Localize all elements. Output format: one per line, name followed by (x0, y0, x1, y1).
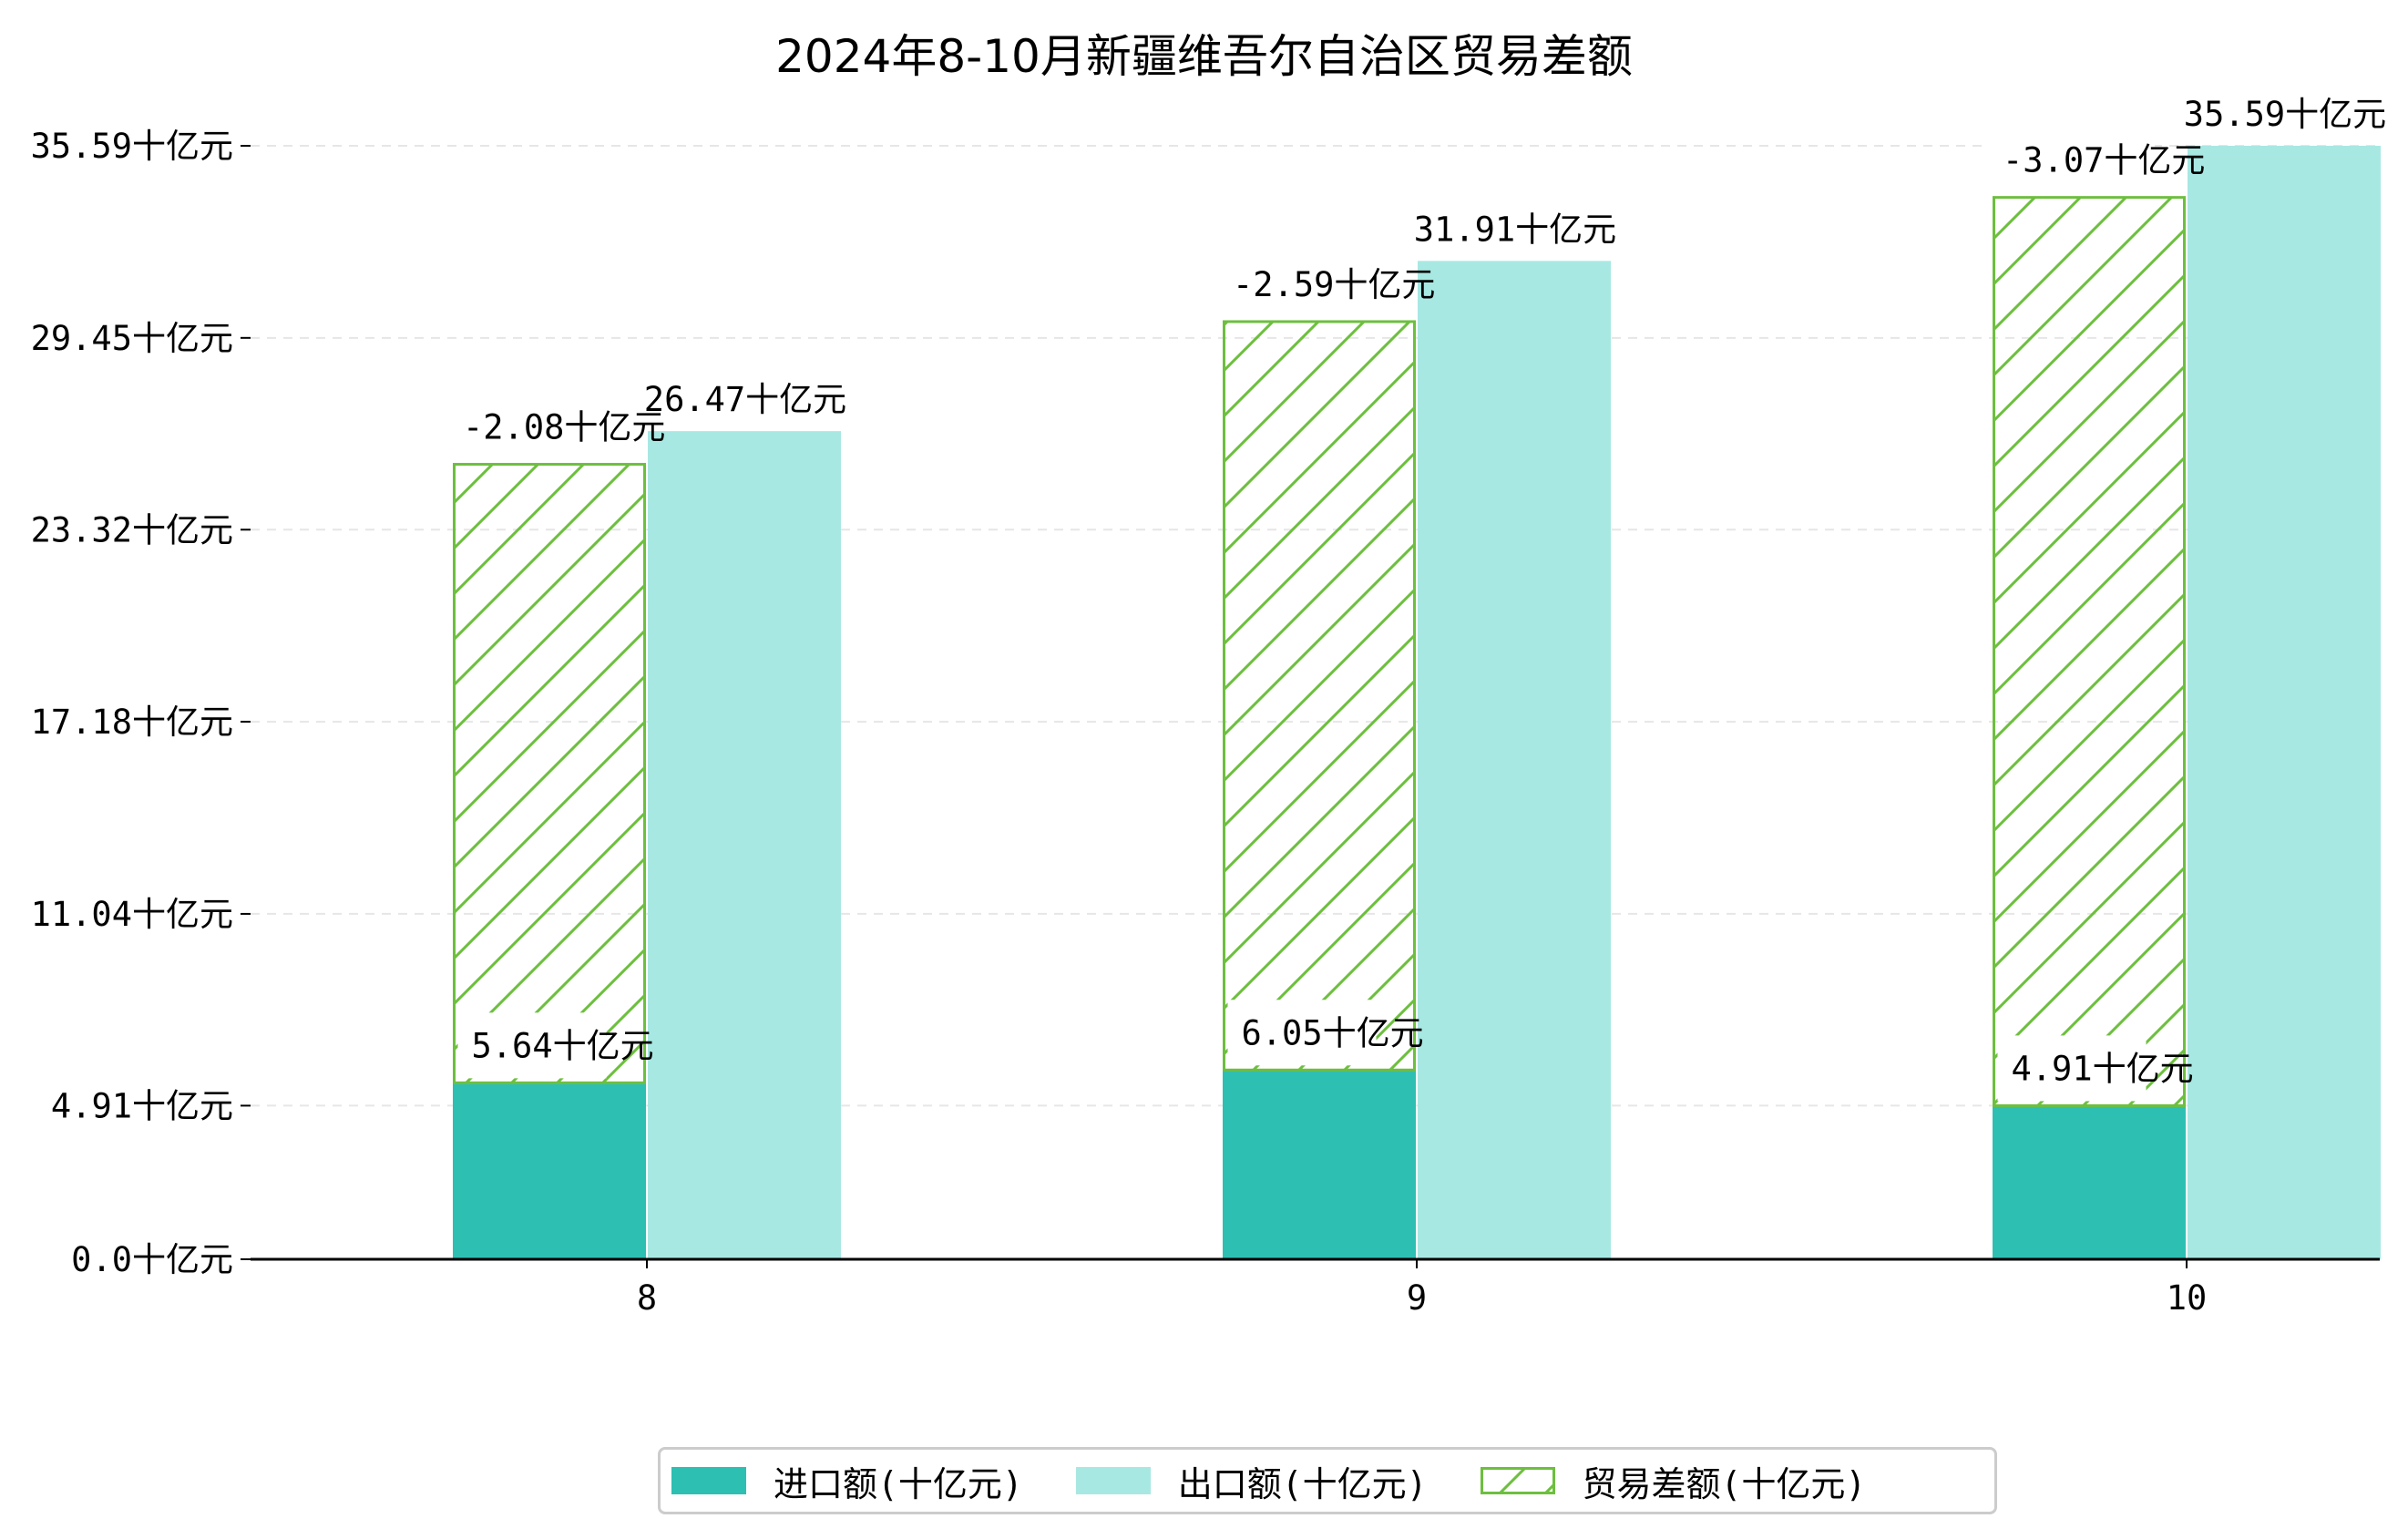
y-tick-label: 11.04十亿元 (31, 895, 233, 934)
import-bar (453, 1082, 646, 1259)
balance-value-label-bg (449, 394, 615, 460)
y-tick-label: 29.45十亿元 (31, 319, 233, 358)
import-bar (1993, 1105, 2186, 1259)
balance-value-label: -3.07十亿元 (2003, 141, 2205, 180)
x-tick-label: 10 (2167, 1278, 2208, 1318)
balance-value-label: -2.59十亿元 (1233, 265, 1435, 304)
y-tick-label: 4.91十亿元 (51, 1086, 233, 1125)
legend-entry-balance: 贸易差额(十亿元) (1480, 1456, 1867, 1506)
export-value-label: 35.59十亿元 (2184, 95, 2386, 134)
legend-label-exports: 出口额(十亿元) (1177, 1463, 1428, 1504)
chart-title: 2024年8-10月新疆维吾尔自治区贸易差额 (775, 30, 1633, 83)
x-tick-label: 8 (637, 1278, 657, 1318)
export-value-label: 26.47十亿元 (644, 380, 846, 419)
legend-label-balance: 贸易差额(十亿元) (1582, 1463, 1867, 1504)
import-value-label: 5.64十亿元 (472, 1026, 654, 1065)
import-value-label-bg (457, 1012, 607, 1079)
import-value-label: 4.91十亿元 (2012, 1049, 2194, 1088)
export-bar (1418, 261, 1611, 1259)
y-tick-label: 0.0十亿元 (71, 1240, 233, 1279)
legend-swatch-imports (671, 1467, 746, 1494)
legend: 进口额(十亿元) 出口额(十亿元) 贸易差额(十亿元) (658, 1447, 1997, 1514)
import-value-label-bg (1227, 1000, 1377, 1066)
export-bar (648, 431, 841, 1259)
legend-entry-imports: 进口额(十亿元) (671, 1456, 1023, 1506)
y-tick-label: 23.32十亿元 (31, 510, 233, 549)
legend-swatch-balance (1480, 1467, 1555, 1494)
legend-entry-exports: 出口额(十亿元) (1075, 1456, 1428, 1506)
balance-value-label-bg (1219, 251, 1385, 317)
x-tick-label: 9 (1407, 1278, 1427, 1318)
balance-value-label: -2.08十亿元 (463, 408, 665, 447)
legend-swatch-exports (1075, 1467, 1151, 1494)
import-bar (1223, 1070, 1416, 1259)
balance-value-label-bg (1989, 127, 2155, 193)
export-bar (2188, 146, 2381, 1259)
legend-label-imports: 进口额(十亿元) (774, 1463, 1023, 1504)
import-value-label: 6.05十亿元 (1242, 1013, 1424, 1052)
balance-bar (1223, 320, 1416, 1072)
y-tick-label: 17.18十亿元 (31, 703, 233, 742)
export-value-label: 31.91十亿元 (1414, 210, 1616, 249)
balance-bar (1993, 196, 2186, 1107)
y-tick-label: 35.59十亿元 (31, 127, 233, 166)
import-value-label-bg (1997, 1035, 2147, 1102)
balance-bar (453, 463, 646, 1084)
